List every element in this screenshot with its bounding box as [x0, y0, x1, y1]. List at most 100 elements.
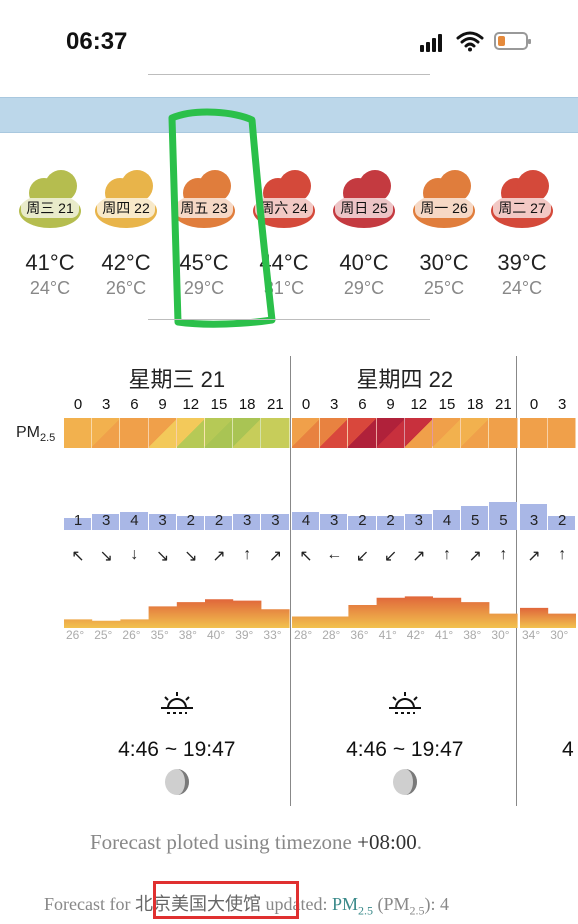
wind-direction-icon: ↙ — [383, 548, 398, 565]
pm25-cell[interactable] — [320, 418, 349, 448]
wind-level: 4 — [301, 512, 311, 529]
station-name[interactable]: 北京美国大使馆 — [134, 894, 261, 914]
wind-direction-icon: ↑ — [243, 546, 252, 563]
day-label: 周五 23 — [175, 198, 233, 218]
wind-direction-icon: ↘ — [184, 548, 198, 565]
low-temp: 31°C — [263, 278, 305, 298]
blue-band — [0, 97, 578, 133]
wind-direction-icon: ↑ — [499, 546, 508, 563]
wind-bar — [348, 516, 376, 530]
wind-direction-icon: ← — [326, 546, 343, 563]
cloud-icon: 周一 26 — [409, 168, 479, 230]
wind-level: 3 — [271, 512, 280, 529]
day-forecast[interactable]: 周二 27 39°C 24°C — [484, 168, 560, 299]
hour-label: 6 — [358, 396, 367, 413]
day-forecast[interactable]: 周一 26 30°C 25°C — [406, 168, 482, 299]
pm25-cell[interactable] — [461, 418, 490, 448]
sunrise-sunset-time: 4 — [562, 738, 574, 761]
temperature-curve — [64, 599, 290, 628]
hour-temp: 25° — [94, 628, 113, 642]
hour-label: 15 — [438, 396, 456, 413]
wind-bar — [376, 516, 404, 530]
hour-label: 3 — [330, 396, 339, 413]
pm25-cell[interactable] — [120, 418, 149, 448]
pm25-cell[interactable] — [148, 418, 177, 448]
wind-bar — [292, 512, 320, 530]
day-label: 周三 21 — [21, 198, 79, 218]
hour-label: 0 — [73, 396, 83, 413]
day-forecast[interactable]: 周日 25 40°C 29°C — [326, 168, 402, 299]
hour-temp: 30° — [491, 628, 510, 642]
wind-bar — [64, 518, 92, 530]
day-forecast[interactable]: 周五 23 45°C 29°C — [166, 168, 242, 299]
low-temp: 29°C — [343, 278, 385, 298]
wind-bar — [233, 514, 261, 530]
moon-phase-icon — [164, 768, 190, 801]
pm25-cell[interactable] — [376, 418, 405, 448]
pm25-cell[interactable] — [348, 418, 377, 448]
hour-temp: 28° — [322, 628, 341, 642]
wind-level: 2 — [186, 512, 195, 529]
day-label: 周一 26 — [415, 198, 473, 218]
pm25-cell[interactable] — [233, 418, 262, 448]
pm25-cell[interactable] — [404, 418, 433, 448]
pm25-cell[interactable] — [520, 418, 549, 448]
pm25-cell[interactable] — [548, 418, 577, 448]
wind-direction-icon: ↘ — [99, 548, 113, 565]
high-temp: 41°C — [25, 250, 75, 275]
low-temp: 26°C — [105, 278, 147, 298]
wind-bar — [548, 516, 576, 530]
pm25-cell[interactable] — [205, 418, 234, 448]
hour-label: 21 — [267, 396, 284, 413]
wind-bar — [205, 516, 233, 530]
low-temp: 24°C — [29, 278, 71, 298]
cloud-icon: 周六 24 — [249, 168, 319, 230]
wind-direction-icon: ↗ — [527, 548, 541, 565]
hour-temp: 26° — [66, 628, 85, 642]
timezone-note: Forecast ploted using timezone +08:00. — [90, 830, 423, 854]
wind-direction-icon: ↗ — [412, 548, 426, 565]
pm25-cell[interactable] — [261, 418, 290, 448]
pm25-link[interactable]: PM2.5 — [331, 894, 373, 918]
hour-label: 12 — [410, 396, 428, 413]
battery-icon — [494, 32, 531, 50]
pm25-label: PM2.5 — [16, 424, 56, 445]
wind-level: 5 — [499, 512, 508, 529]
pm25-cell[interactable] — [489, 418, 518, 448]
status-time: 06:37 — [66, 28, 128, 55]
wind-bar — [520, 504, 548, 530]
hour-temp: 38° — [463, 628, 482, 642]
wind-direction-icon: ↖ — [71, 548, 85, 565]
cloud-icon: 周日 25 — [329, 168, 399, 230]
hour-label: 21 — [495, 396, 512, 413]
low-temp: 29°C — [183, 278, 225, 298]
pm25-cell[interactable] — [64, 418, 93, 448]
wind-level: 2 — [558, 512, 567, 529]
high-temp: 30°C — [419, 250, 469, 275]
day-forecast[interactable]: 周三 21 41°C 24°C — [12, 168, 88, 299]
pm25-cell[interactable] — [433, 418, 462, 448]
hour-temp: 42° — [406, 628, 425, 642]
temperature-curve — [520, 607, 577, 628]
wind-level: 3 — [330, 512, 339, 529]
pm25-cell[interactable] — [292, 418, 321, 448]
day-title: 星期三 21 — [128, 367, 226, 392]
wind-direction-icon: ↗ — [212, 548, 226, 565]
hour-temp: 40° — [207, 628, 226, 642]
wind-bar — [261, 514, 289, 530]
sunrise-icon — [387, 690, 423, 725]
station-line: Forecast for 北京美国大使馆 updated: PM2.5 (PM2… — [44, 894, 449, 918]
wind-direction-icon: ↖ — [299, 548, 313, 565]
hour-label: 0 — [529, 396, 539, 413]
hour-label: 3 — [558, 396, 567, 413]
low-temp: 25°C — [423, 278, 465, 298]
pm25-cell[interactable] — [92, 418, 121, 448]
hour-label: 3 — [102, 396, 111, 413]
pm25-cell[interactable] — [176, 418, 205, 448]
wind-bar — [461, 506, 489, 530]
hour-temp: 34° — [522, 628, 541, 642]
hour-temp: 30° — [550, 628, 569, 642]
red-highlight-box — [153, 881, 299, 919]
day-forecast[interactable]: 周四 22 42°C 26°C — [88, 168, 164, 299]
wind-bar — [148, 514, 176, 530]
